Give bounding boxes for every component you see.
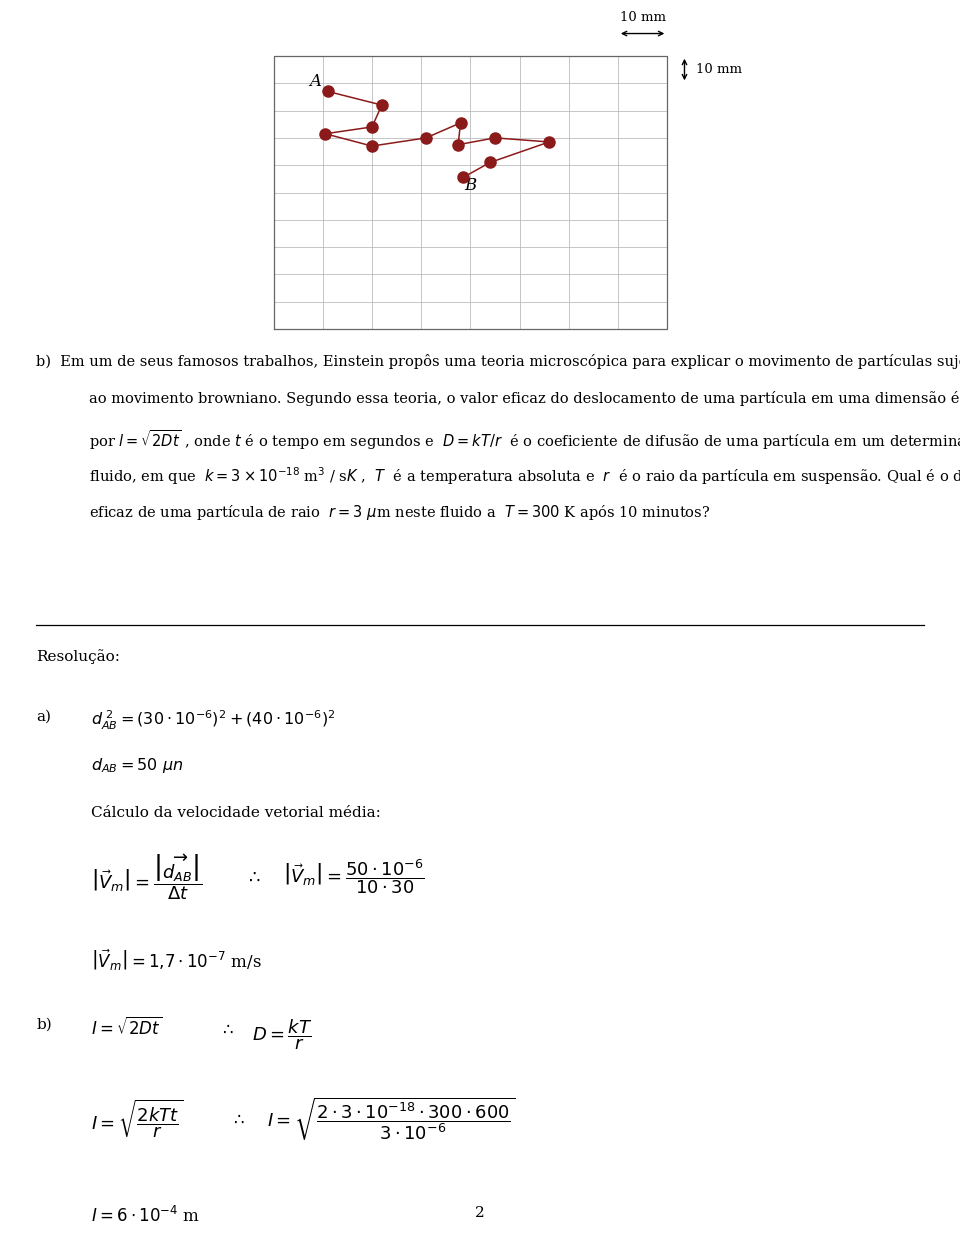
Text: $\therefore$: $\therefore$ — [245, 868, 260, 886]
Text: 10 mm: 10 mm — [696, 63, 742, 76]
Text: B: B — [465, 178, 476, 194]
Text: A: A — [309, 73, 322, 91]
Text: $I = \sqrt{2Dt}$: $I = \sqrt{2Dt}$ — [91, 1017, 162, 1040]
Text: $\left|\vec{V}_{m}\right| = 1{,}7 \cdot 10^{-7}$ m/s: $\left|\vec{V}_{m}\right| = 1{,}7 \cdot … — [91, 948, 262, 974]
Text: $I = \sqrt{\dfrac{2 \cdot 3 \cdot 10^{-18} \cdot 300 \cdot 600}{3 \cdot 10^{-6}}: $I = \sqrt{\dfrac{2 \cdot 3 \cdot 10^{-1… — [267, 1095, 516, 1143]
Text: $I = \sqrt{\dfrac{2kTt}{r}}$: $I = \sqrt{\dfrac{2kTt}{r}}$ — [91, 1098, 183, 1140]
Text: a): a) — [36, 709, 52, 723]
Text: $\left|\vec{V}_{m}\right| = \dfrac{50 \cdot 10^{-6}}{10 \cdot 30}$: $\left|\vec{V}_{m}\right| = \dfrac{50 \c… — [283, 857, 425, 897]
Text: ao movimento browniano. Segundo essa teoria, o valor eficaz do deslocamento de u: ao movimento browniano. Segundo essa teo… — [89, 391, 960, 406]
Text: por $l = \sqrt{2Dt}$ , onde $t$ é o tempo em segundos e  $D = kT / r$  é o coefi: por $l = \sqrt{2Dt}$ , onde $t$ é o temp… — [89, 428, 960, 452]
Text: 10 mm: 10 mm — [619, 11, 665, 24]
Text: $I = 6 \cdot 10^{-4}$ m: $I = 6 \cdot 10^{-4}$ m — [91, 1206, 201, 1226]
Text: eficaz de uma partícula de raio  $r = 3\ \mu$m neste fluido a  $T = 300$ K após : eficaz de uma partícula de raio $r = 3\ … — [89, 503, 710, 522]
Text: b): b) — [36, 1017, 52, 1031]
Text: fluido, em que  $k = 3\times10^{-18}$ m$^3$ / s$K$ ,  $T$  é a temperatura absol: fluido, em que $k = 3\times10^{-18}$ m$^… — [89, 466, 960, 487]
Text: $\therefore$: $\therefore$ — [219, 1021, 233, 1038]
Text: Cálculo da velocidade vetorial média:: Cálculo da velocidade vetorial média: — [91, 806, 381, 820]
Text: 2: 2 — [475, 1206, 485, 1220]
Text: $\left|\vec{V}_{m}\right| = \dfrac{\left|\overrightarrow{d_{AB}}\right|}{\Delta : $\left|\vec{V}_{m}\right| = \dfrac{\left… — [91, 852, 203, 902]
Text: b)  Em um de seus famosos trabalhos, Einstein propôs uma teoria microscópica par: b) Em um de seus famosos trabalhos, Eins… — [36, 354, 960, 369]
Text: $d_{AB} = 50\ \mu n$: $d_{AB} = 50\ \mu n$ — [91, 756, 183, 775]
Text: $\therefore$: $\therefore$ — [230, 1110, 245, 1128]
Text: Resolução:: Resolução: — [36, 650, 121, 664]
Text: $D = \dfrac{kT}{r}$: $D = \dfrac{kT}{r}$ — [252, 1017, 312, 1052]
Text: $d_{AB}^{\ 2} = \left(30 \cdot 10^{-6}\right)^2 + \left(40 \cdot 10^{-6}\right)^: $d_{AB}^{\ 2} = \left(30 \cdot 10^{-6}\r… — [91, 709, 336, 733]
